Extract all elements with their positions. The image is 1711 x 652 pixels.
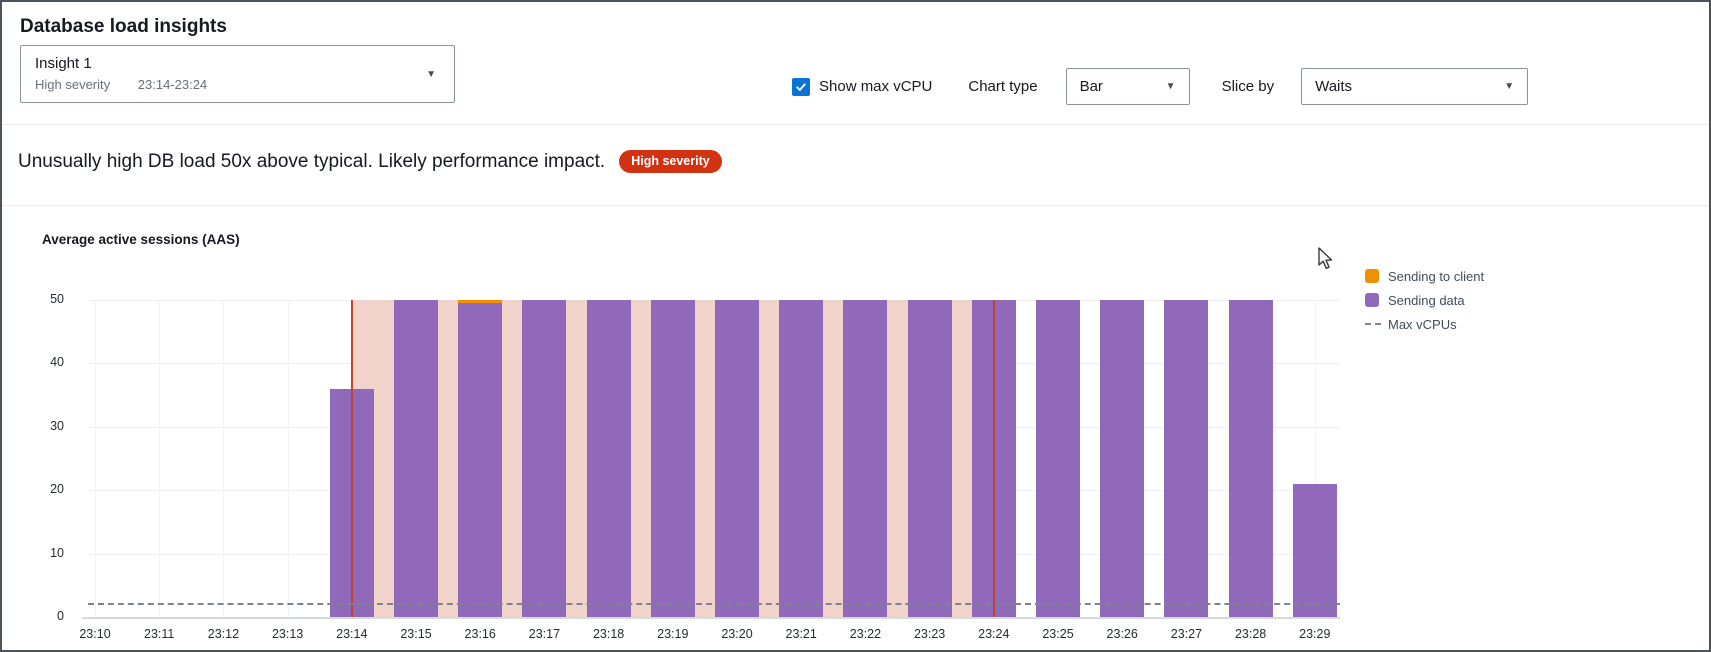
divider bbox=[0, 205, 1711, 206]
insight-severity: High severity bbox=[35, 77, 111, 92]
x-tick-label: 23:15 bbox=[400, 627, 432, 641]
v-gridline bbox=[223, 300, 225, 617]
x-tick-label: 23:26 bbox=[1106, 627, 1138, 641]
x-tick-label: 23:24 bbox=[978, 627, 1010, 641]
y-tick-label: 30 bbox=[50, 418, 64, 433]
y-tick-label: 20 bbox=[50, 482, 64, 497]
legend-item[interactable]: Sending data bbox=[1365, 288, 1484, 312]
chart-type-select[interactable]: Bar ▼ bbox=[1065, 68, 1190, 105]
chart-legend: Sending to client Sending data Max vCPUs bbox=[1365, 264, 1484, 336]
chart-type-label: Chart type bbox=[968, 78, 1038, 95]
bar-segment[interactable] bbox=[586, 300, 631, 617]
divider bbox=[0, 124, 1711, 125]
x-tick-label: 23:23 bbox=[913, 627, 946, 641]
v-gridline bbox=[159, 300, 161, 617]
bar-segment[interactable] bbox=[522, 300, 567, 617]
x-tick-label: 23:29 bbox=[1299, 627, 1331, 641]
insight-alert: Unusually high DB load 50x above typical… bbox=[18, 150, 722, 173]
plot-area: 0 10 20 30 40 50 23:10 23:11 23:12 23:13 23:14 23:1… bbox=[50, 292, 1340, 641]
bar-segment[interactable] bbox=[650, 300, 695, 617]
bar-segment[interactable] bbox=[907, 300, 952, 617]
y-tick-label: 0 bbox=[57, 609, 64, 623]
x-tick-label: 23:17 bbox=[528, 627, 561, 641]
bar-segment[interactable] bbox=[843, 300, 888, 617]
chart-type-value: Bar bbox=[1079, 78, 1103, 95]
x-tick-label: 23:14 bbox=[336, 627, 368, 641]
slice-by-value: Waits bbox=[1315, 78, 1353, 95]
chart-controls: Show max vCPU Chart type Bar ▼ Slice by … bbox=[792, 68, 1529, 105]
slice-by-label: Slice by bbox=[1221, 78, 1275, 95]
insight-boundary-line bbox=[350, 300, 353, 617]
bar-segment[interactable] bbox=[779, 300, 824, 617]
v-gridline bbox=[95, 300, 96, 617]
bar-segment[interactable] bbox=[1292, 483, 1337, 617]
alert-message: Unusually high DB load 50x above typical… bbox=[18, 150, 606, 172]
insight-selector-dropdown[interactable]: Insight 1 High severity 23:14-23:24 ▼ bbox=[20, 45, 455, 103]
x-tick-label: 23:19 bbox=[657, 627, 689, 641]
x-tick-label: 23:21 bbox=[785, 627, 817, 641]
v-gridline bbox=[287, 300, 289, 617]
x-tick-label: 23:10 bbox=[79, 627, 111, 641]
bar-segment[interactable] bbox=[1164, 300, 1209, 617]
x-tick-label: 23:18 bbox=[592, 627, 625, 641]
x-tick-label: 23:13 bbox=[271, 627, 304, 641]
legend-swatch bbox=[1365, 293, 1379, 307]
mouse-cursor bbox=[1318, 247, 1333, 269]
bar-segment[interactable] bbox=[458, 300, 503, 304]
caret-down-icon: ▼ bbox=[426, 69, 436, 80]
insight-subtitle: High severity 23:14-23:24 bbox=[35, 77, 440, 92]
bar-segment[interactable] bbox=[458, 303, 503, 617]
legend-item[interactable]: Max vCPUs bbox=[1365, 312, 1484, 336]
legend-label: Sending to client bbox=[1388, 268, 1485, 284]
caret-down-icon: ▼ bbox=[1165, 80, 1176, 92]
y-tick-label: 50 bbox=[50, 292, 64, 306]
slice-by-select[interactable]: Waits ▼ bbox=[1301, 68, 1529, 105]
page-title: Database load insights bbox=[20, 15, 227, 37]
show-max-vcpu-label[interactable]: Show max vCPU bbox=[819, 78, 933, 95]
legend-label: Sending data bbox=[1388, 292, 1465, 308]
y-tick-label: 10 bbox=[50, 545, 64, 560]
x-tick-label: 23:11 bbox=[144, 627, 175, 641]
x-tick-label: 23:20 bbox=[721, 627, 753, 641]
severity-badge: High severity bbox=[619, 150, 722, 173]
x-tick-label: 23:16 bbox=[464, 627, 496, 641]
legend-label: Max vCPUs bbox=[1388, 316, 1457, 332]
caret-down-icon: ▼ bbox=[1504, 80, 1515, 92]
show-max-vcpu-checkbox[interactable] bbox=[792, 77, 810, 96]
legend-swatch bbox=[1365, 269, 1379, 283]
x-tick-label: 23:22 bbox=[849, 627, 882, 641]
v-gridline bbox=[1314, 300, 1316, 617]
x-tick-label: 23:27 bbox=[1170, 627, 1203, 641]
dashed-line-icon bbox=[1365, 323, 1381, 325]
y-tick-label: 40 bbox=[50, 355, 64, 370]
bar-segment[interactable] bbox=[1036, 300, 1080, 617]
insight-time-range: 23:14-23:24 bbox=[137, 77, 208, 92]
checkmark-icon bbox=[796, 82, 806, 91]
insight-name: Insight 1 bbox=[35, 55, 92, 72]
x-tick-label: 23:12 bbox=[207, 627, 240, 641]
x-axis-line bbox=[82, 617, 1340, 619]
x-tick-label: 23:28 bbox=[1234, 627, 1267, 641]
insight-boundary-line bbox=[992, 300, 995, 617]
bar-segment[interactable] bbox=[715, 300, 759, 617]
x-tick-label: 23:25 bbox=[1042, 627, 1074, 641]
bar-segment[interactable] bbox=[1228, 300, 1273, 617]
max-vcpu-line bbox=[88, 603, 1340, 606]
bar-segment[interactable] bbox=[394, 300, 438, 617]
legend-item[interactable]: Sending to client bbox=[1365, 264, 1484, 288]
chart-title: Average active sessions (AAS) bbox=[42, 232, 240, 247]
bar-segment[interactable] bbox=[1100, 300, 1145, 617]
